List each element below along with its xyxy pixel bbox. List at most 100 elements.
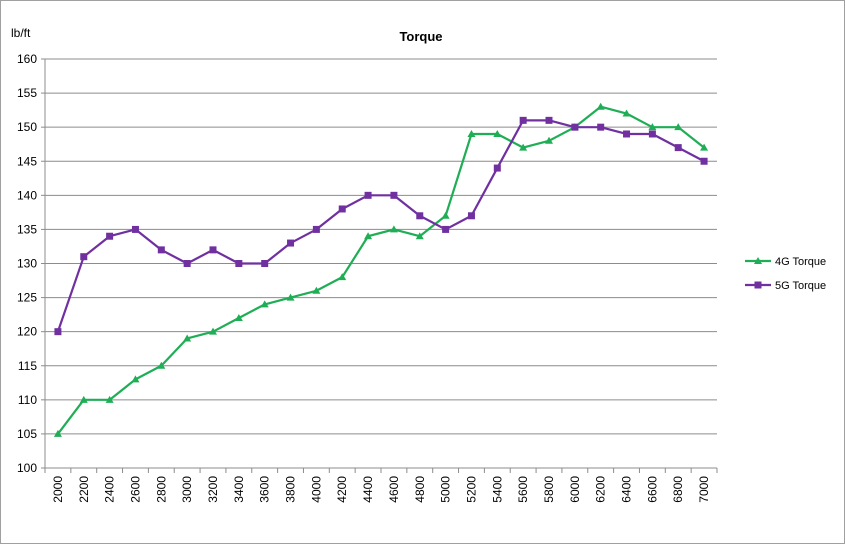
data-point-5g-torque-6600 <box>648 130 656 138</box>
data-point-5g-torque-4000 <box>312 225 320 233</box>
data-point-4g-torque-2200 <box>79 395 88 403</box>
y-tick-label-110: 110 <box>18 393 37 407</box>
x-tick-label-2200: 2200 <box>77 476 91 503</box>
data-point-4g-torque-3000 <box>183 334 192 342</box>
y-tick-label-135: 135 <box>17 222 37 236</box>
data-point-5g-torque-2000 <box>54 328 62 336</box>
gridlines <box>45 58 717 469</box>
data-point-5g-torque-6000 <box>571 123 579 131</box>
x-tick-label-3400: 3400 <box>232 476 246 503</box>
x-tick-label-2400: 2400 <box>103 476 117 503</box>
legend-label-4g-torque: 4G Torque <box>775 256 826 268</box>
data-point-4g-torque-4400 <box>364 232 373 240</box>
data-point-4g-torque-6200 <box>596 102 605 110</box>
y-axis-label: lb/ft <box>11 26 31 40</box>
data-point-4g-torque-5800 <box>545 136 553 144</box>
data-point-4g-torque-4200 <box>338 273 347 281</box>
data-point-4g-torque-5400 <box>493 129 502 137</box>
data-point-5g-torque-4800 <box>416 212 424 220</box>
x-tick-label-5000: 5000 <box>439 476 453 503</box>
data-point-4g-torque-2600 <box>131 375 140 383</box>
data-point-5g-torque-4600 <box>390 191 398 199</box>
x-tick-label-6200: 6200 <box>594 476 608 503</box>
series-5g-torque <box>54 116 708 336</box>
x-tick-label-4400: 4400 <box>361 476 375 503</box>
data-point-5g-torque-3400 <box>235 260 243 267</box>
data-point-4g-torque-3400 <box>234 314 243 322</box>
data-point-5g-torque-2200 <box>80 253 88 261</box>
x-tick-label-6400: 6400 <box>620 476 634 503</box>
y-tick-label-115: 115 <box>18 359 37 373</box>
data-point-5g-torque-2800 <box>157 246 165 254</box>
series-line-5g-torque <box>56 119 705 333</box>
data-point-4g-torque-2000 <box>53 429 62 437</box>
y-tick-label-105: 105 <box>17 427 37 441</box>
data-point-5g-torque-4400 <box>364 191 372 199</box>
x-tick-label-6000: 6000 <box>568 476 582 503</box>
data-point-4g-torque-6400 <box>622 109 631 117</box>
y-tick-label-155: 155 <box>17 86 37 100</box>
x-tick-label-4600: 4600 <box>387 476 401 503</box>
x-tick-label-3600: 3600 <box>258 476 272 503</box>
x-tick-label-3000: 3000 <box>180 476 194 503</box>
y-tick-label-160: 160 <box>17 52 37 66</box>
data-point-5g-torque-2600 <box>131 225 139 233</box>
data-point-4g-torque-5600 <box>519 143 528 151</box>
data-point-4g-torque-5000 <box>441 211 450 219</box>
data-point-5g-torque-5000 <box>442 225 450 233</box>
x-tick-label-5800: 5800 <box>542 476 556 503</box>
legend-swatch-marker-4g-torque <box>754 257 762 264</box>
x-tick-label-6800: 6800 <box>671 476 685 503</box>
y-tick-label-140: 140 <box>17 188 37 202</box>
data-point-5g-torque-6400 <box>623 130 631 138</box>
data-point-4g-torque-3200 <box>209 327 217 335</box>
data-point-4g-torque-2800 <box>157 361 166 369</box>
data-point-5g-torque-3000 <box>183 260 191 267</box>
x-tick-label-3200: 3200 <box>206 476 220 503</box>
series-line-4g-torque <box>57 105 705 435</box>
series-group <box>53 102 709 437</box>
y-tick-label-150: 150 <box>17 120 37 134</box>
legend-entry-4g-torque: 4G Torque <box>745 256 826 268</box>
x-tick-label-2800: 2800 <box>154 476 168 503</box>
data-point-4g-torque-4800 <box>415 232 424 240</box>
data-point-4g-torque-6800 <box>674 123 683 131</box>
data-point-4g-torque-2400 <box>105 395 114 403</box>
y-tick-label-125: 125 <box>17 291 37 305</box>
legend-label-5g-torque: 5G Torque <box>775 280 826 292</box>
data-point-5g-torque-3200 <box>209 246 217 254</box>
legend: 4G Torque 5G Torque <box>745 256 826 292</box>
data-point-4g-torque-3800 <box>286 293 295 301</box>
data-point-5g-torque-6200 <box>597 123 605 131</box>
x-tick-label-4200: 4200 <box>335 476 349 503</box>
x-tick-label-3800: 3800 <box>284 476 298 503</box>
data-point-5g-torque-2400 <box>106 232 114 240</box>
x-tick-label-2000: 2000 <box>51 476 65 503</box>
data-point-4g-torque-4600 <box>389 225 398 233</box>
data-point-4g-torque-7000 <box>700 143 709 151</box>
data-point-5g-torque-6800 <box>674 144 682 152</box>
data-point-5g-torque-5400 <box>493 164 501 172</box>
data-point-4g-torque-4000 <box>312 286 321 294</box>
data-point-5g-torque-5800 <box>545 116 553 124</box>
data-point-5g-torque-3800 <box>287 239 295 247</box>
data-point-5g-torque-7000 <box>700 157 708 165</box>
x-tick-label-5400: 5400 <box>490 476 504 503</box>
axes: 100 105 110 115 120 125 130 135 140 145 150 155 160 2… <box>17 52 718 503</box>
legend-swatch-marker-5g-torque <box>754 281 762 289</box>
x-tick-label-2600: 2600 <box>128 476 142 503</box>
data-point-5g-torque-5200 <box>467 212 475 220</box>
data-point-5g-torque-4200 <box>338 205 346 213</box>
data-point-4g-torque-6600 <box>648 123 657 131</box>
legend-entry-5g-torque: 5G Torque <box>745 280 826 292</box>
x-tick-label-7000: 7000 <box>697 476 711 503</box>
data-point-4g-torque-3600 <box>260 300 269 308</box>
series-4g-torque <box>53 102 709 437</box>
data-point-4g-torque-5200 <box>467 129 476 137</box>
y-tick-label-100: 100 <box>17 461 37 475</box>
y-tick-label-145: 145 <box>17 154 37 168</box>
x-tick-label-4800: 4800 <box>413 476 427 503</box>
chart-title: Torque <box>399 29 442 44</box>
